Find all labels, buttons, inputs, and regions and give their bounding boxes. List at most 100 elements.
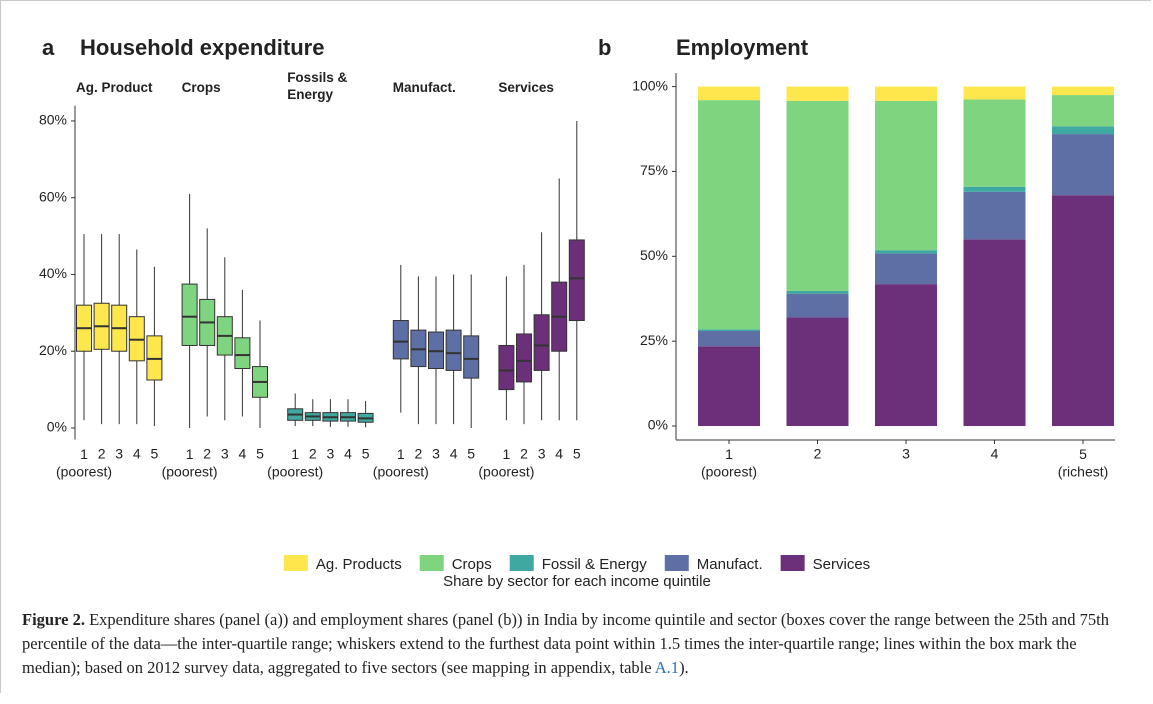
text-line: (poorest) (56, 463, 112, 479)
bar-segment (698, 346, 760, 427)
bar-segment (698, 329, 760, 331)
x-tick-label: 3 (115, 446, 123, 462)
box (568, 239, 585, 322)
chart-title: Household expenditure (80, 35, 324, 60)
text-line: (poorest) (373, 463, 429, 479)
x-tick-label: 4 (344, 446, 352, 462)
text-line: 1 (186, 446, 194, 462)
box (463, 335, 480, 379)
bar-segment (1052, 126, 1114, 135)
box (181, 283, 198, 346)
bar-segment (963, 186, 1026, 192)
x-tick-label: 4 (239, 446, 247, 462)
x-tick-label: 1 (poorest) (56, 446, 112, 480)
bar-segment (786, 86, 849, 101)
x-tick-label: 5 (richest) (1058, 446, 1109, 480)
legend-label: Ag. Products (316, 556, 402, 573)
box (445, 329, 462, 371)
chart-title: Employment (676, 35, 809, 60)
x-tick-label: 3 (327, 446, 335, 462)
x-tick-label: 3 (902, 446, 910, 462)
bar-segment (786, 317, 849, 427)
box (533, 314, 550, 371)
bar-segment (1052, 195, 1114, 427)
caption-link[interactable]: A.1 (654, 658, 680, 677)
box (234, 337, 251, 369)
y-tick-label: 100% (632, 77, 668, 93)
x-tick-label: 4 (133, 446, 141, 462)
bar-segment (875, 86, 937, 101)
bar-segment (1052, 86, 1114, 96)
x-tick-label: 5 (467, 446, 475, 462)
x-axis-title: Share by sector for each income quintile (443, 573, 711, 590)
bar-segment (875, 253, 937, 285)
y-tick-label: 60% (39, 188, 67, 204)
x-tick-label: 5 (256, 446, 264, 462)
facet-label: Services (498, 80, 554, 95)
text-line: Fossils & (287, 70, 347, 85)
x-tick-label: 2 (415, 446, 423, 462)
x-tick-label: 5 (362, 446, 370, 462)
text-line: 1 (80, 446, 88, 462)
caption: Figure 2. Expenditure shares (panel (a))… (22, 608, 1132, 680)
bar-segment (1052, 95, 1114, 127)
x-tick-label: 2 (814, 446, 822, 462)
text-line: (poorest) (162, 463, 218, 479)
x-tick-label: 1 (poorest) (701, 446, 757, 480)
panel-letter: a (42, 35, 55, 60)
y-tick-label: 25% (640, 332, 668, 348)
x-tick-label: 3 (221, 446, 229, 462)
legend-swatch (419, 555, 444, 571)
x-tick-label: 2 (309, 446, 317, 462)
legend-label: Crops (452, 556, 492, 573)
legend-label: Fossil & Energy (542, 556, 648, 573)
bar-segment (786, 290, 849, 294)
legend-swatch (780, 555, 805, 571)
text-line: 5 (1079, 446, 1087, 462)
text-line: Energy (287, 87, 333, 102)
bar-segment (698, 330, 760, 347)
chart: a Household expenditure0%20%40%60%80%Ag. … (39, 35, 1115, 590)
bar-segment (786, 100, 849, 291)
bar-segment (875, 284, 937, 427)
y-tick-label: 40% (39, 265, 67, 281)
facet-label: Ag. Product (76, 80, 153, 95)
x-tick-label: 5 (573, 446, 581, 462)
box (516, 333, 532, 383)
caption-end: ). (679, 658, 689, 677)
bar-segment (698, 86, 760, 101)
x-tick-label: 2 (203, 446, 211, 462)
bar-segment (963, 191, 1026, 240)
text-line: (poorest) (701, 463, 757, 479)
facet-label: Manufact. (393, 80, 456, 95)
y-tick-label: 20% (39, 342, 67, 358)
bar-segment (875, 100, 937, 251)
bar-segment (963, 99, 1026, 187)
text-line: 1 (397, 446, 405, 462)
bar-segment (963, 86, 1026, 100)
x-tick-label: 5 (151, 446, 159, 462)
x-tick-label: 1 (poorest) (162, 446, 218, 480)
bar-segment (786, 293, 849, 318)
x-tick-label: 2 (98, 446, 106, 462)
x-tick-label: 4 (991, 446, 999, 462)
text-line: 1 (725, 446, 733, 462)
box (392, 320, 409, 360)
bar-segment (963, 239, 1026, 427)
bar-segment (1052, 134, 1114, 196)
caption-text: Expenditure shares (panel (a)) and emplo… (22, 610, 1109, 677)
y-tick-label: 50% (640, 247, 668, 263)
text-line: (richest) (1058, 463, 1109, 479)
x-tick-label: 2 (520, 446, 528, 462)
bar-segment (698, 100, 760, 330)
x-tick-label: 1 (poorest) (267, 446, 323, 480)
legend-label: Services (813, 556, 871, 573)
bar-segment (875, 250, 937, 254)
x-tick-label: 1 (poorest) (478, 446, 534, 480)
caption-label: Figure 2. (22, 610, 85, 629)
facet-label: Fossils & Energy (287, 70, 347, 102)
x-tick-label: 1 (poorest) (373, 446, 429, 480)
legend-swatch (509, 555, 534, 571)
facet-label: Crops (182, 80, 221, 95)
